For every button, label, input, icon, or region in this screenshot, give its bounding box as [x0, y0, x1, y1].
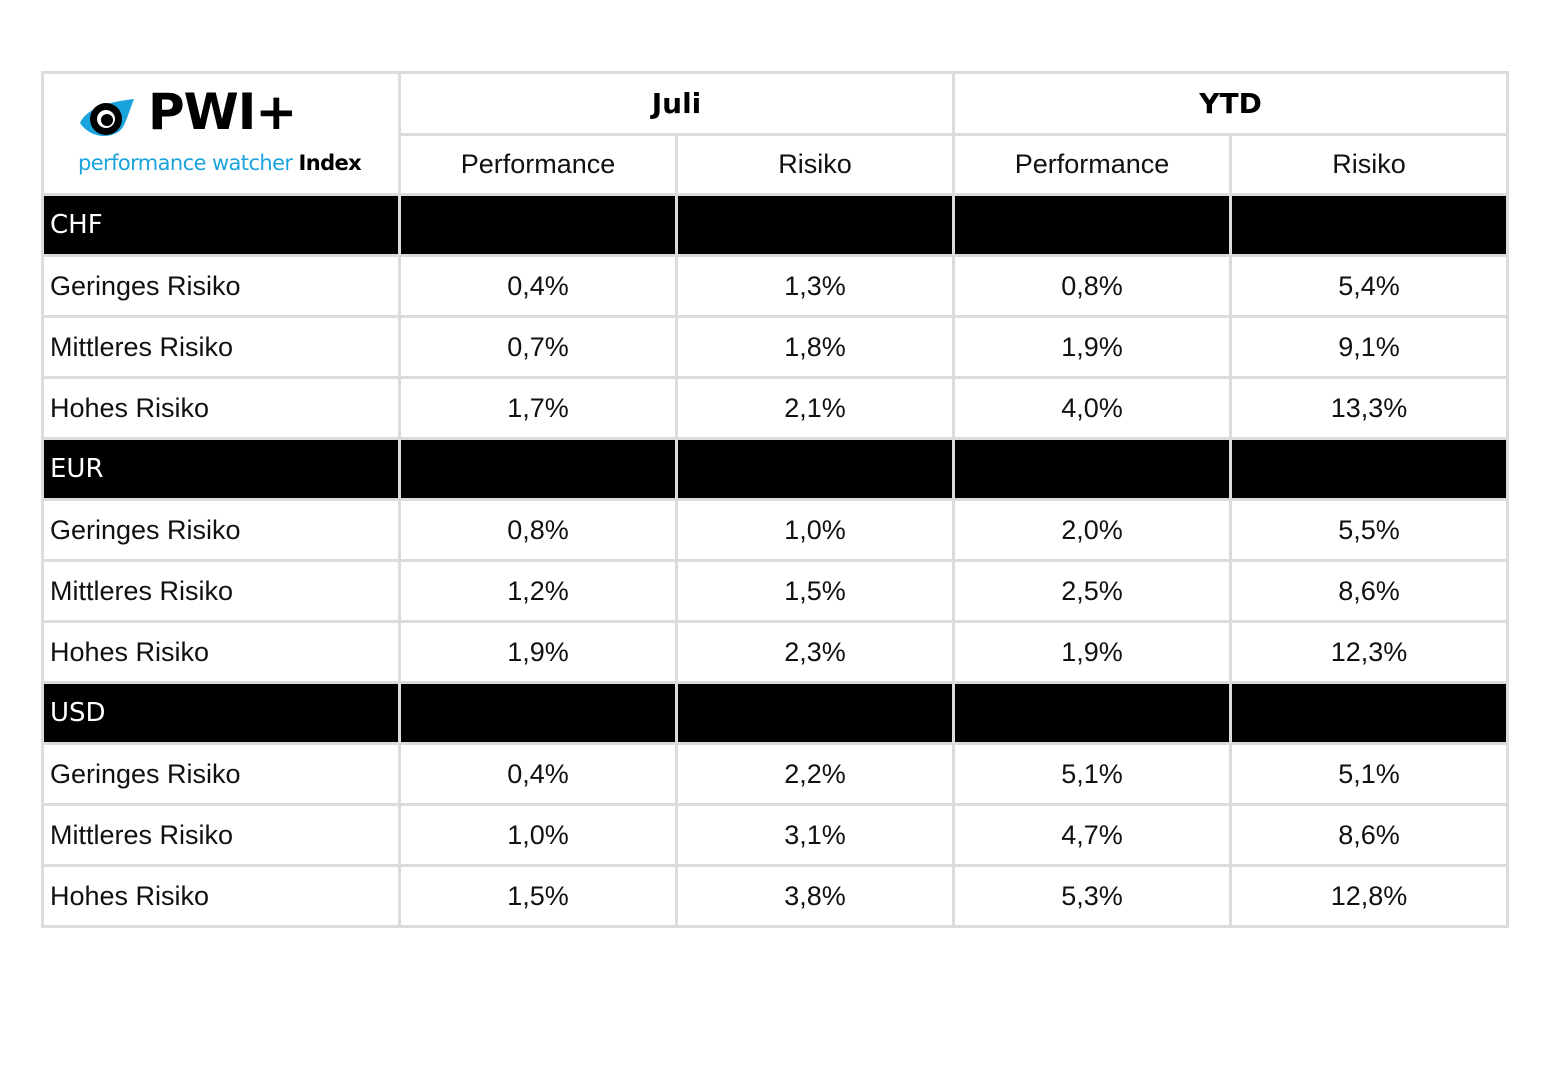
value-cell: 1,7%: [398, 376, 678, 440]
table-row: Hohes Risiko 1,7% 2,1% 4,0% 13,3%: [41, 376, 1510, 440]
brand-name: PWI+: [148, 82, 297, 141]
performance-index-table: PWI+ performance watcher Index Juli YTD …: [41, 71, 1510, 928]
section-label: USD: [41, 681, 401, 745]
value-cell: 12,3%: [1229, 620, 1510, 684]
value-cell: 8,6%: [1229, 559, 1510, 623]
row-label: Geringes Risiko: [41, 498, 401, 562]
subheader-ytd-risiko: Risiko: [1229, 133, 1510, 196]
value-cell: 0,4%: [398, 254, 678, 318]
value-cell: 8,6%: [1229, 803, 1510, 867]
value-cell: 0,4%: [398, 742, 678, 806]
row-label: Mittleres Risiko: [41, 559, 401, 623]
value-cell: 0,8%: [952, 254, 1233, 318]
subheader-juli-risiko: Risiko: [674, 133, 956, 196]
table-row: Geringes Risiko 0,4% 1,3% 0,8% 5,4%: [41, 254, 1510, 318]
group-header-ytd: YTD: [952, 71, 1510, 136]
value-cell: 1,5%: [674, 559, 956, 623]
value-cell: 1,0%: [674, 498, 956, 562]
section-row-chf: CHF: [41, 193, 1510, 257]
value-cell: 5,4%: [1229, 254, 1510, 318]
value-cell: 0,7%: [398, 315, 678, 379]
value-cell: 1,0%: [398, 803, 678, 867]
value-cell: 1,5%: [398, 864, 678, 928]
value-cell: 9,1%: [1229, 315, 1510, 379]
value-cell: 1,9%: [952, 620, 1233, 684]
table-row: Geringes Risiko 0,8% 1,0% 2,0% 5,5%: [41, 498, 1510, 562]
section-label: CHF: [41, 193, 401, 257]
value-cell: 2,0%: [952, 498, 1233, 562]
value-cell: 1,8%: [674, 315, 956, 379]
section-row-eur: EUR: [41, 437, 1510, 501]
value-cell: 5,5%: [1229, 498, 1510, 562]
row-label: Mittleres Risiko: [41, 803, 401, 867]
value-cell: 12,8%: [1229, 864, 1510, 928]
value-cell: 2,1%: [674, 376, 956, 440]
subheader-ytd-performance: Performance: [952, 133, 1233, 196]
value-cell: 1,3%: [674, 254, 956, 318]
brand-tagline: performance watcher Index: [78, 150, 362, 175]
value-cell: 4,0%: [952, 376, 1233, 440]
group-header-juli: Juli: [397, 71, 956, 136]
value-cell: 3,1%: [674, 803, 956, 867]
table-row: Geringes Risiko 0,4% 2,2% 5,1% 5,1%: [41, 742, 1510, 806]
value-cell: 5,1%: [952, 742, 1233, 806]
row-label: Hohes Risiko: [41, 376, 401, 440]
value-cell: 1,9%: [398, 620, 678, 684]
table-row: Mittleres Risiko 1,2% 1,5% 2,5% 8,6%: [41, 559, 1510, 623]
value-cell: 1,9%: [952, 315, 1233, 379]
row-label: Mittleres Risiko: [41, 315, 401, 379]
table-row: Mittleres Risiko 0,7% 1,8% 1,9% 9,1%: [41, 315, 1510, 379]
row-label: Hohes Risiko: [41, 620, 401, 684]
value-cell: 13,3%: [1229, 376, 1510, 440]
tagline-part1: performance watcher: [78, 150, 299, 175]
row-label: Hohes Risiko: [41, 864, 401, 928]
value-cell: 2,3%: [674, 620, 956, 684]
value-cell: 4,7%: [952, 803, 1233, 867]
section-label: EUR: [41, 437, 401, 501]
subheader-juli-performance: Performance: [398, 133, 678, 196]
row-label: Geringes Risiko: [41, 742, 401, 806]
table-row: Hohes Risiko 1,5% 3,8% 5,3% 12,8%: [41, 864, 1510, 928]
value-cell: 2,5%: [952, 559, 1233, 623]
value-cell: 5,1%: [1229, 742, 1510, 806]
table-row: Hohes Risiko 1,9% 2,3% 1,9% 12,3%: [41, 620, 1510, 684]
value-cell: 3,8%: [674, 864, 956, 928]
table-row: Mittleres Risiko 1,0% 3,1% 4,7% 8,6%: [41, 803, 1510, 867]
eye-logo-icon: [80, 98, 134, 136]
value-cell: 5,3%: [952, 864, 1233, 928]
logo-cell: PWI+ performance watcher Index: [41, 71, 401, 196]
row-label: Geringes Risiko: [41, 254, 401, 318]
section-row-usd: USD: [41, 681, 1510, 745]
value-cell: 0,8%: [398, 498, 678, 562]
value-cell: 1,2%: [398, 559, 678, 623]
pwi-logo: PWI+ performance watcher Index: [44, 75, 398, 193]
value-cell: 2,2%: [674, 742, 956, 806]
tagline-part2: Index: [298, 150, 362, 175]
